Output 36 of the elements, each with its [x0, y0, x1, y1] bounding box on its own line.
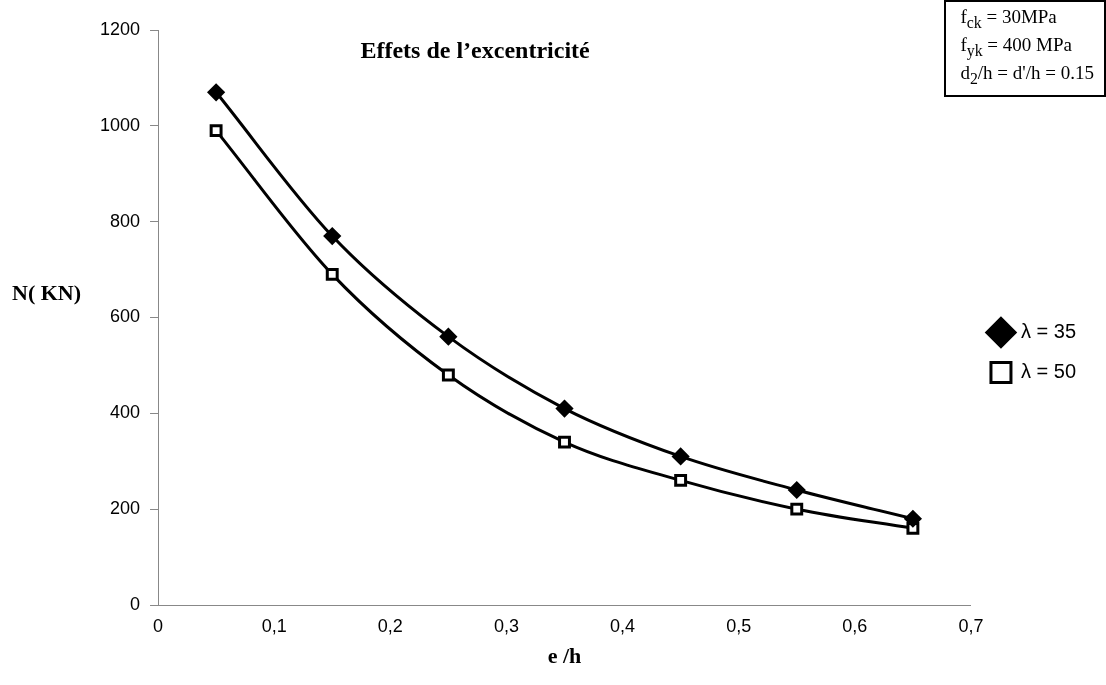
- x-tick-label: 0,5: [726, 615, 752, 636]
- y-tick-label: 200: [110, 498, 141, 519]
- x-tick-label: 0,1: [261, 615, 287, 636]
- x-tick-label: 0,3: [493, 615, 519, 636]
- x-tick-label: 0: [153, 615, 164, 636]
- legend-label: λ = 50: [1020, 360, 1077, 383]
- point: [323, 227, 341, 245]
- point: [209, 124, 223, 138]
- x-tick-label: 0,7: [958, 615, 984, 636]
- y-tick-label: 600: [110, 306, 141, 327]
- point: [674, 473, 688, 487]
- chart-title: Effets de l’excentricité: [360, 37, 591, 64]
- x-tick-label: 0,2: [377, 615, 403, 636]
- x-axis-title: e /h: [547, 643, 582, 669]
- annotation: f$_{ck}$ = 30MPa: [960, 6, 1058, 33]
- x-tick-label: 0,4: [610, 615, 636, 636]
- point: [441, 368, 455, 382]
- point: [558, 435, 571, 449]
- point: [207, 83, 225, 101]
- point: [904, 510, 922, 528]
- point: [556, 400, 573, 418]
- y-tick-label: 1000: [100, 114, 141, 135]
- y-tick-label: 400: [110, 402, 141, 423]
- y-tick-label: 800: [110, 210, 141, 231]
- y-tick-label: 1200: [100, 18, 141, 39]
- point: [439, 328, 457, 346]
- y-axis-title: N( KN): [12, 280, 82, 306]
- point: [788, 481, 806, 499]
- point: [325, 267, 339, 281]
- point: [790, 502, 804, 516]
- y-tick-label: 0: [130, 593, 141, 614]
- legend-label: λ = 35: [1020, 320, 1077, 343]
- point: [672, 447, 690, 465]
- annotation: d$_{2}$/h = d'/h = 0.15: [960, 61, 1094, 89]
- x-tick-label: 0,6: [842, 615, 868, 636]
- annotation: f$_{yk}$ = 400 MPa: [960, 33, 1073, 62]
